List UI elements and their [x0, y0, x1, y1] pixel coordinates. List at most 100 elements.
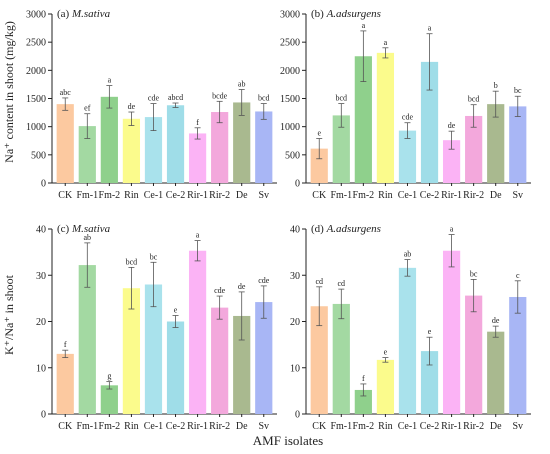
bar-ck	[310, 148, 328, 183]
x-tick-label: De	[236, 190, 248, 201]
panel-title: (b) A.adsurgens	[311, 8, 381, 20]
x-tick-label: Rir-1	[441, 190, 462, 201]
significance-letter: bcd	[336, 94, 348, 103]
bar-rir-2	[211, 307, 229, 414]
y-tick-label: 40	[36, 225, 46, 236]
x-tick-label: Fm-2	[99, 190, 121, 201]
x-tick-label: CK	[312, 190, 327, 201]
x-tick-label: De	[490, 421, 502, 432]
y-tick-label: 3000	[280, 10, 300, 21]
significance-letter: ab	[238, 79, 246, 88]
significance-letter: e	[174, 305, 178, 314]
y-tick-label: 1500	[280, 94, 300, 105]
significance-letter: de	[128, 102, 136, 111]
x-tick-label: Fm-2	[99, 421, 121, 432]
significance-letter: g	[107, 372, 111, 381]
bar-ce-1	[144, 117, 163, 183]
bar-fm-1	[78, 265, 96, 414]
x-tick-label: Ce-2	[420, 421, 439, 432]
significance-letter: cde	[148, 94, 160, 103]
x-tick-label: Ce-1	[398, 421, 417, 432]
significance-letter: de	[492, 316, 500, 325]
significance-letter: bcd	[258, 94, 270, 103]
significance-letter: ab	[404, 250, 412, 259]
bar-fm-2	[354, 56, 372, 183]
chart-panel-b: 0 500 1000 1500 2000 2500 3000 e CK bcd Fm-1 a Fm-2 a…	[280, 8, 531, 201]
significance-letter: bc	[514, 86, 522, 95]
chart-panel-a: 0 500 1000 1500 2000 2500 3000 abc CK ef Fm-1 a Fm-2…	[26, 8, 277, 201]
bar-fm-1	[332, 115, 350, 183]
y-axis-label-top: Na⁺ content in shoot (mg/kg)	[2, 21, 16, 163]
bar-rir-2	[211, 112, 229, 183]
significance-letter: a	[428, 24, 432, 33]
significance-letter: b	[494, 81, 498, 90]
significance-letter: e	[384, 348, 388, 357]
bar-fm-1	[332, 303, 350, 414]
bar-de	[233, 315, 251, 414]
x-tick-label: Ce-2	[166, 190, 185, 201]
significance-letter: cd	[315, 277, 323, 286]
significance-letter: ef	[84, 104, 91, 113]
significance-letter: c	[516, 271, 520, 280]
significance-letter: bcde	[212, 91, 228, 100]
significance-letter: bc	[150, 252, 158, 261]
bar-rin	[122, 288, 141, 414]
bar-rin	[122, 118, 141, 183]
bar-ce-2	[166, 105, 185, 183]
bar-rir-2	[465, 115, 483, 183]
y-tick-label: 0	[41, 410, 46, 421]
x-tick-label: Ce-2	[420, 190, 439, 201]
x-tick-label: Rir-2	[463, 190, 484, 201]
x-tick-label: Ce-1	[144, 190, 163, 201]
x-tick-label: Ce-1	[398, 190, 417, 201]
x-tick-label: Rir-1	[441, 421, 462, 432]
bar-ce-2	[420, 351, 439, 414]
y-tick-label: 0	[295, 179, 300, 190]
x-tick-label: Sv	[512, 421, 523, 432]
significance-letter: e	[317, 128, 321, 137]
bar-de	[487, 331, 505, 414]
x-tick-label: CK	[58, 190, 73, 201]
bar-sv	[255, 111, 273, 183]
x-tick-label: Sv	[512, 190, 523, 201]
x-tick-label: Fm-1	[76, 421, 98, 432]
y-tick-label: 1500	[26, 94, 46, 105]
x-tick-label: Rin	[378, 421, 392, 432]
x-tick-label: CK	[312, 421, 327, 432]
y-tick-label: 2500	[280, 38, 300, 49]
bar-fm-1	[78, 126, 96, 183]
significance-letter: cd	[338, 279, 346, 288]
significance-letter: a	[196, 231, 200, 240]
x-tick-label: CK	[58, 421, 73, 432]
significance-letter: ab	[84, 233, 92, 242]
significance-letter: abcd	[168, 93, 183, 102]
significance-letter: bcd	[126, 257, 138, 266]
bar-ce-1	[398, 267, 417, 414]
x-tick-label: Fm-2	[353, 421, 375, 432]
x-tick-label: Rir-2	[463, 421, 484, 432]
significance-letter: de	[448, 121, 456, 130]
y-tick-label: 20	[290, 317, 300, 328]
bar-ce-1	[144, 284, 163, 414]
x-tick-label: Fm-2	[353, 190, 375, 201]
x-tick-label: De	[490, 190, 502, 201]
panel-title: (a) M.sativa	[57, 8, 111, 20]
significance-letter: a	[362, 21, 366, 30]
bar-fm-2	[100, 96, 118, 183]
bar-fm-2	[354, 389, 372, 414]
x-tick-label: Rir-1	[187, 421, 208, 432]
bar-fm-2	[100, 385, 118, 414]
y-tick-label: 10	[290, 363, 300, 374]
significance-letter: bcd	[468, 95, 480, 104]
significance-letter: f	[362, 374, 365, 383]
bar-rin	[376, 52, 395, 184]
y-tick-label: 0	[41, 179, 46, 190]
x-tick-label: Rir-1	[187, 190, 208, 201]
bar-sv	[509, 106, 527, 183]
bar-rin	[376, 359, 395, 414]
bar-rir-2	[465, 295, 483, 414]
x-tick-label: Rir-2	[209, 421, 230, 432]
y-tick-label: 1000	[26, 122, 46, 133]
significance-letter: f	[64, 340, 67, 349]
bar-ce-2	[166, 321, 185, 414]
